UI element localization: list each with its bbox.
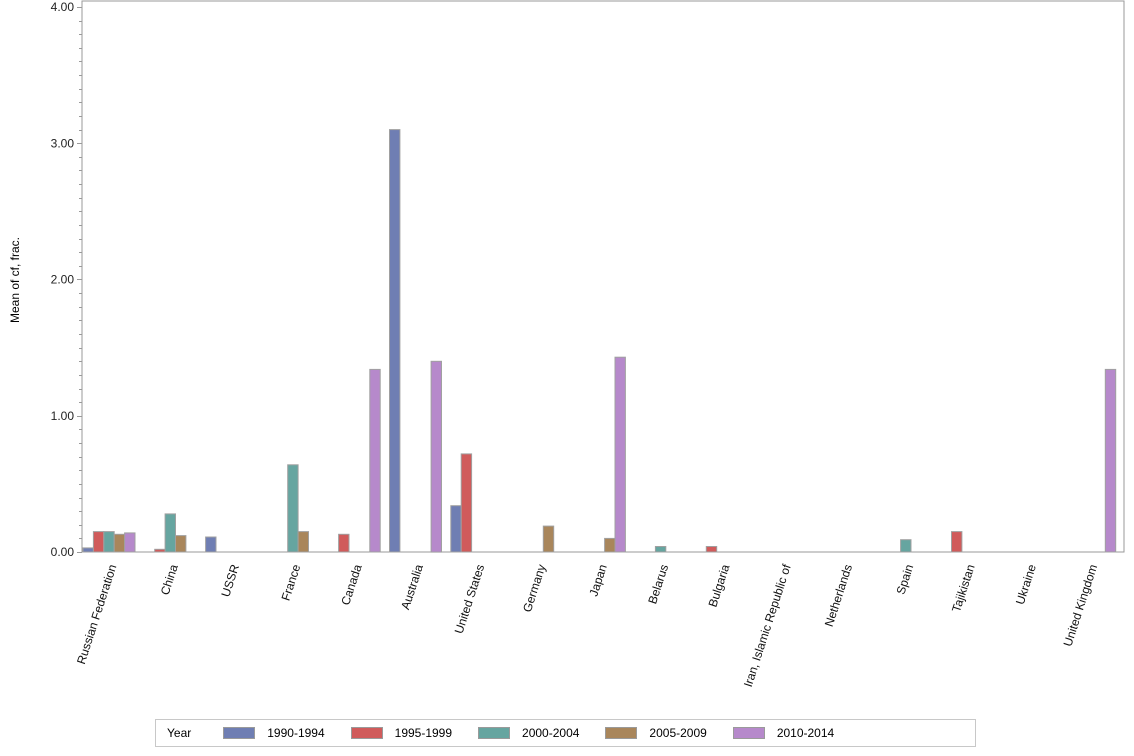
x-tick-label: Spain — [894, 563, 917, 597]
legend-label: 2000-2004 — [522, 726, 580, 740]
bar — [103, 531, 115, 553]
bar — [124, 532, 136, 553]
bar — [205, 536, 217, 553]
bar — [1104, 368, 1117, 553]
bar — [287, 464, 299, 553]
bar — [450, 505, 462, 553]
y-tick-label: 3.00 — [51, 136, 75, 150]
bar — [82, 547, 94, 553]
y-axis: 0.00 1.00 2.00 3.00 4.00 — [51, 0, 82, 559]
y-tick-label: 2.00 — [51, 273, 75, 287]
bar — [297, 531, 310, 553]
bar — [900, 539, 912, 553]
legend-label: 2005-2009 — [649, 726, 707, 740]
bar — [654, 546, 667, 553]
bar — [338, 533, 350, 553]
x-tick-label: Tajikistan — [949, 563, 978, 614]
x-tick-label: Ukraine — [1013, 562, 1039, 606]
legend-item: 1990-1994 — [223, 726, 325, 740]
bar — [154, 548, 166, 553]
legend-item: 1995-1999 — [350, 726, 453, 740]
legend: Year 1990-1994 1995-1999 2000-2004 2005-… — [155, 719, 976, 747]
legend-label: 2010-2014 — [776, 726, 835, 740]
x-tick-label: Australia — [398, 562, 426, 611]
bars — [82, 129, 1117, 553]
bar — [369, 368, 381, 553]
x-tick-label: Belarus — [645, 563, 671, 606]
legend-item: 2005-2009 — [605, 726, 707, 740]
x-tick-label: Japan — [586, 563, 609, 598]
x-tick-label: Netherlands — [822, 563, 855, 629]
x-axis: Russian Federation China USSR France Canada A… — [74, 562, 1100, 689]
legend-swatch-icon — [732, 727, 765, 739]
y-axis-label: Mean of cf, frac. — [8, 237, 22, 323]
y-tick-label: 4.00 — [51, 0, 75, 14]
bar — [542, 525, 555, 553]
bar — [460, 453, 473, 553]
y-tick-label: 0.00 — [51, 545, 75, 559]
x-tick-label: USSR — [218, 562, 242, 598]
x-tick-label: France — [278, 562, 303, 602]
legend-swatch-icon — [478, 727, 511, 739]
bar — [430, 360, 443, 553]
legend-item: 2000-2004 — [478, 726, 579, 740]
legend-swatch-icon — [223, 727, 256, 739]
plot-frame — [81, 0, 1125, 553]
bar — [604, 537, 616, 553]
x-tick-label: China — [158, 562, 181, 596]
bar — [614, 356, 626, 553]
bar — [164, 513, 177, 553]
bar — [389, 129, 401, 553]
legend-swatch-icon — [350, 727, 383, 739]
legend-label: 1990-1994 — [267, 726, 325, 740]
legend-item: 2010-2014 — [732, 726, 835, 740]
legend-title: Year — [167, 726, 192, 740]
x-tick-label: United States — [452, 563, 488, 636]
x-tick-label: United Kingdom — [1061, 563, 1101, 649]
x-tick-label: Bulgaria — [706, 562, 733, 609]
x-tick-label: Russian Federation — [74, 563, 119, 666]
x-tick-label: Germany — [520, 563, 549, 614]
x-tick-label: Iran, Islamic Republic of — [741, 562, 794, 689]
bar — [113, 533, 126, 553]
legend-swatch-icon — [605, 727, 638, 739]
bar — [951, 531, 963, 553]
x-tick-label: Canada — [338, 562, 364, 607]
bar — [705, 546, 718, 553]
y-tick-label: 1.00 — [51, 409, 75, 423]
legend-label: 1995-1999 — [394, 726, 453, 740]
bar — [92, 531, 105, 553]
bar — [175, 535, 187, 553]
